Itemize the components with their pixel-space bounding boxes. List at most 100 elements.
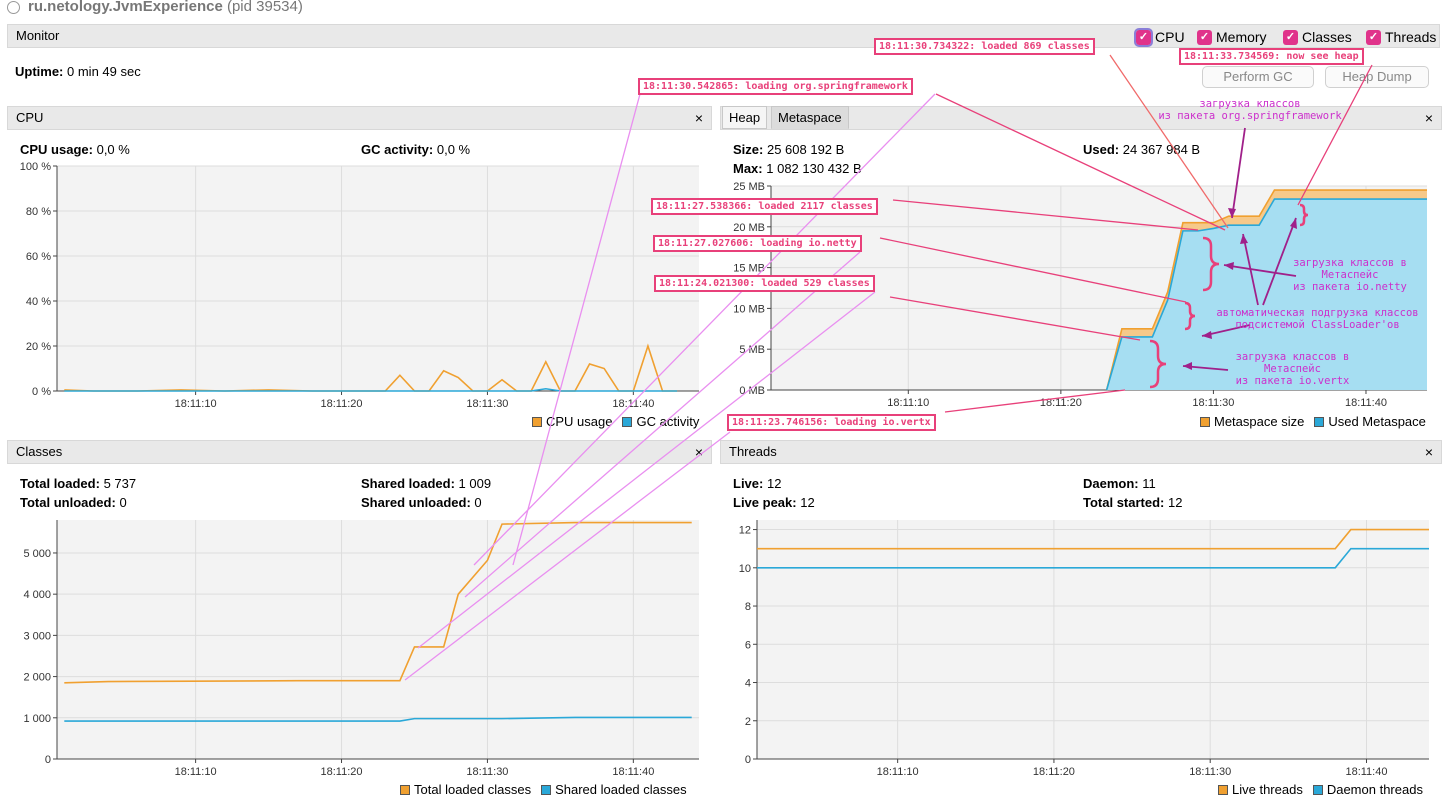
cpu-chart: 100 % 80 % 60 % 40 % 20 % 0 % 18:11:10 18:11:20… [20,161,699,410]
close-icon[interactable]: × [1424,110,1433,126]
legend-live-threads: Live threads [1218,782,1303,797]
y-tick-label: 2 000 [23,672,51,684]
used-readout: Used: 24 367 984 B [1083,142,1201,157]
y-tick-label: 20 MB [733,222,765,234]
y-tick-label: 10 [739,563,751,575]
y-tick-label: 0 MB [739,385,765,397]
legend-cpu-usage: CPU usage [532,414,612,429]
live-peak-readout: Live peak: 12 [733,495,815,510]
x-tick-label: 18:11:30 [466,766,508,778]
legend-daemon-threads: Daemon threads [1312,782,1423,797]
heap-dump-button[interactable]: Heap Dump [1325,66,1429,88]
live-readout: Live: 12 [733,476,782,491]
legend-metaspace-size: Metaspace size [1200,414,1304,429]
y-tick-label: 25 MB [733,181,765,193]
annotation-loaded-869: 18:11:30.734322: loaded 869 classes [874,38,1095,55]
memory-legend: Metaspace size Used Metaspace [1200,414,1426,429]
x-tick-label: 18:11:30 [1192,397,1234,409]
x-tick-label: 18:11:20 [321,766,363,778]
legend-used-metaspace: Used Metaspace [1314,414,1426,429]
x-tick-label: 18:11:30 [466,398,508,410]
total-started-readout: Total started: 12 [1083,495,1183,510]
classes-checkbox[interactable]: ✓ Classes [1283,29,1352,45]
x-tick-label: 18:11:10 [175,398,217,410]
legend-shared-loaded: Shared loaded classes [541,782,687,797]
daemon-readout: Daemon: 11 [1083,476,1156,491]
x-tick-label: 18:11:40 [612,766,654,778]
cpu-usage-readout: CPU usage: 0,0 % [20,142,130,157]
note-vertx: загрузка классов в Метаспейс из пакета io.… [1235,351,1350,387]
close-icon[interactable]: × [694,444,703,460]
annotation-loading-netty: 18:11:27.027606: loading io.netty [653,235,862,252]
plot-area [57,520,699,759]
tab-metaspace[interactable]: Metaspace [771,106,849,129]
perform-gc-button[interactable]: Perform GC [1202,66,1314,88]
annotation-now-see-heap: 18:11:33.734569: now see heap [1179,48,1364,65]
y-tick-label: 12 [739,525,751,537]
annotation-loaded-2117: 18:11:27.538366: loaded 2117 classes [651,198,878,215]
threads-legend: Live threads Daemon threads [1218,782,1423,797]
y-tick-label: 60 % [26,251,51,263]
tab-heap[interactable]: Heap [722,106,768,129]
max-readout: Max: 1 082 130 432 B [733,161,862,176]
x-tick-label: 18:11:10 [175,766,217,778]
threads-checkbox[interactable]: ✓ Threads [1366,29,1436,45]
plot-area [757,520,1429,759]
threads-panel-header: Threads × [720,440,1442,464]
x-tick-label: 18:11:40 [1345,397,1387,409]
y-tick-label: 8 [745,601,751,613]
y-tick-label: 5 000 [23,548,51,560]
series-line-blue [64,716,692,722]
gc-activity-readout: GC activity: 0,0 % [361,142,471,157]
x-tick-label: 18:11:20 [1040,397,1082,409]
series-line-orange [757,528,1429,550]
cpu-panel-header: CPU × [7,106,712,130]
close-icon[interactable]: × [694,110,703,126]
y-tick-label: 10 MB [733,303,765,315]
annotation-loaded-529: 18:11:24.021300: loaded 529 classes [654,275,875,292]
legend-total-loaded: Total loaded classes [400,782,531,797]
x-tick-label: 18:11:20 [321,398,363,410]
size-readout: Size: 25 608 192 B [733,142,845,157]
y-tick-label: 0 [45,754,51,766]
legend-gc-activity: GC activity [622,414,699,429]
y-tick-label: 40 % [26,296,51,308]
plot-area [57,166,699,391]
y-tick-label: 6 [745,639,751,651]
note-spring: загрузка классов из пакета org.springfram… [1158,98,1342,122]
title-bar: ru.netology.JvmExperience (pid 39534) [0,0,1446,18]
memory-checkbox[interactable]: ✓ Memory [1197,29,1267,45]
annotation-loading-vertx: 18:11:23.746156: loading io.vertx [727,414,936,431]
classes-chart: 5 000 4 000 3 000 2 000 1 000 0 18:11:10 18:11:… [23,520,699,778]
shared-loaded-readout: Shared loaded: 1 009 [361,476,492,491]
y-tick-label: 100 % [20,161,51,173]
y-tick-label: 0 [745,754,751,766]
x-tick-label: 18:11:40 [1345,766,1387,778]
x-tick-label: 18:11:10 [887,397,929,409]
status-circle-icon [7,1,20,14]
cpu-checkbox[interactable]: ✓ CPU [1134,27,1185,47]
y-tick-label: 3 000 [23,630,51,642]
annotation-loading-spring: 18:11:30.542865: loading org.springframe… [638,78,913,95]
y-tick-label: 80 % [26,206,51,218]
x-tick-label: 18:11:20 [1033,766,1075,778]
x-tick-label: 18:11:10 [877,766,919,778]
y-tick-label: 15 MB [733,263,765,275]
note-classloader: автоматическая подгрузка классов подсисте… [1216,307,1419,331]
total-unloaded-readout: Total unloaded: 0 [20,495,127,510]
y-tick-label: 4 000 [23,589,51,601]
shared-unloaded-readout: Shared unloaded: 0 [361,495,482,510]
app-title: ru.netology.JvmExperience (pid 39534) [28,0,303,15]
close-icon[interactable]: × [1424,444,1433,460]
y-tick-label: 4 [745,678,751,690]
y-tick-label: 5 MB [739,344,765,356]
classes-panel-header: Classes × [7,440,712,464]
y-tick-label: 1 000 [23,713,51,725]
y-tick-label: 20 % [26,341,51,353]
classes-legend: Total loaded classes Shared loaded class… [400,782,687,797]
x-tick-label: 18:11:30 [1189,766,1231,778]
series-line-blue [757,547,1429,569]
uptime: Uptime: 0 min 49 sec [15,64,141,79]
total-loaded-readout: Total loaded: 5 737 [20,476,137,491]
x-tick-label: 18:11:40 [612,398,654,410]
